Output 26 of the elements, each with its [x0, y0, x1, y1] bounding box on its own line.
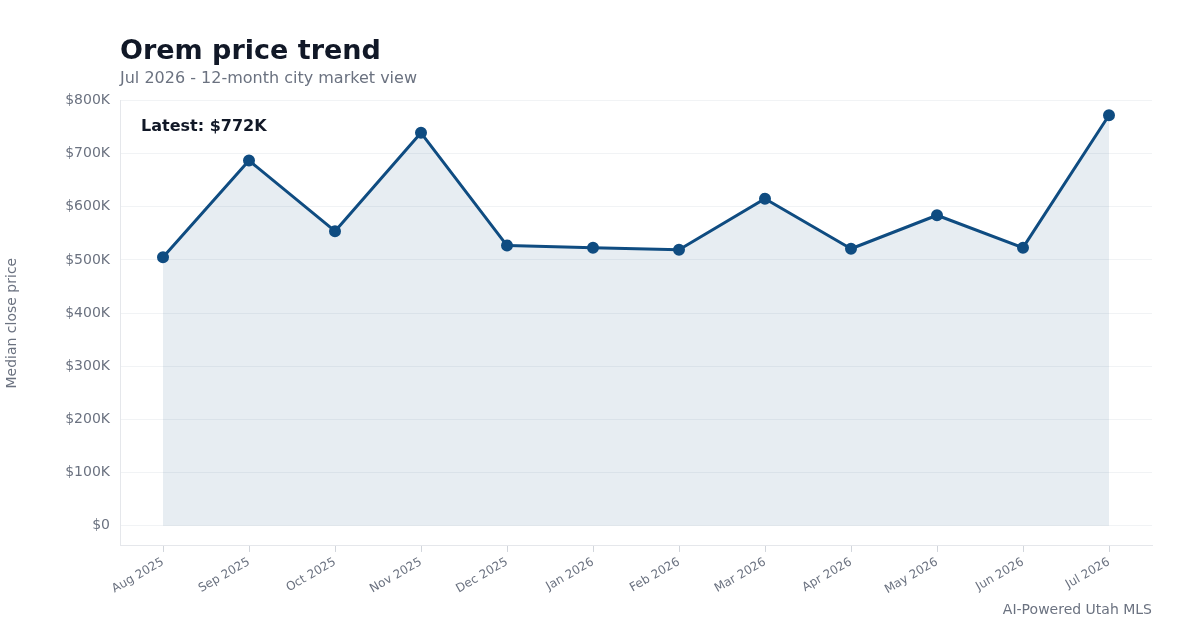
point — [673, 243, 685, 256]
chart-subtitle: Jul 2026 - 12-month city market view — [120, 68, 417, 87]
text: AI-Powered Utah MLS — [1002, 601, 1152, 617]
chart-title: Orem price trend — [120, 34, 381, 65]
y-tick-label: $300K — [65, 356, 111, 373]
point — [759, 192, 771, 205]
point — [329, 225, 341, 238]
point — [587, 241, 599, 254]
point — [415, 126, 427, 139]
point — [845, 242, 857, 255]
y-tick-label: $600K — [65, 197, 111, 214]
y-tick-label: $0 — [92, 516, 110, 533]
y-tick-label: $700K — [65, 144, 111, 161]
y-axis-title: Median close price — [3, 257, 20, 389]
point — [931, 209, 943, 222]
annotation: Latest: $772K — [141, 115, 268, 135]
y-tick-label: $200K — [65, 410, 111, 427]
point — [1017, 241, 1029, 254]
point — [501, 239, 513, 252]
point — [1103, 109, 1115, 122]
point — [157, 251, 169, 264]
y-tick-label: $100K — [65, 463, 111, 480]
point — [243, 154, 255, 167]
y-tick-label: $500K — [65, 250, 111, 267]
y-tick-label: $800K — [65, 91, 111, 108]
y-tick-label: $400K — [65, 303, 111, 320]
